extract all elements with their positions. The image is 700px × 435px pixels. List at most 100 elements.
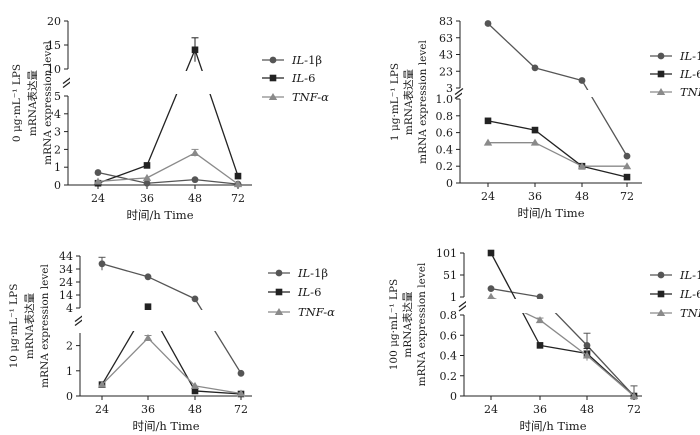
y-tick-label: 0.8: [436, 110, 454, 123]
data-point: [143, 179, 151, 187]
axis-break-mark: [62, 80, 72, 89]
x-tick-label: 48: [188, 403, 202, 416]
legend-label-2: IL-6: [291, 71, 315, 85]
data-point: [531, 126, 539, 134]
y-tick-label: 0: [450, 390, 457, 403]
data-point: [190, 148, 200, 156]
series-line-segment: [539, 344, 588, 355]
series-line-segment: [586, 344, 635, 397]
axis-break-gap: [70, 71, 254, 94]
y-tick-label: 20: [47, 15, 61, 28]
data-point: [237, 369, 245, 377]
data-point: [535, 316, 545, 324]
legend-label-1: IL-1β: [291, 53, 322, 67]
y-tick-label: 0.6: [436, 127, 454, 140]
y-tick-label: 51: [443, 269, 457, 282]
legend-marker-square: [269, 74, 277, 82]
axis-break-gap: [462, 90, 644, 97]
x-tick-label: 36: [528, 190, 542, 203]
data-point: [583, 341, 591, 349]
y-tick-label: 0.4: [436, 143, 454, 156]
data-point: [582, 351, 592, 359]
legend: IL-1β IL-6 TNF-α: [650, 268, 700, 320]
series-IL-6: [94, 37, 242, 187]
series-IL-6: [487, 249, 638, 400]
y-tick-label: 1.0: [436, 93, 454, 106]
legend-label-1: IL-1β: [679, 49, 700, 63]
y-axis-title-line-2: mRNA表达量: [402, 68, 415, 135]
legend-label-1: IL-1β: [297, 266, 328, 280]
series-TNF-α: [483, 138, 632, 170]
legend-marker-circle: [657, 271, 665, 279]
x-axis-title: 时间/h Time: [520, 419, 587, 433]
series-line-segment: [194, 49, 239, 177]
axis-break-mark: [454, 87, 464, 96]
y-tick-label: 23: [439, 65, 453, 78]
legend: IL-1β IL-6 TNF-α: [268, 266, 335, 319]
data-point: [536, 293, 544, 301]
x-tick-label: 24: [484, 403, 498, 416]
x-tick-label: 72: [234, 403, 248, 416]
legend: IL-1β IL-6 TNF-α: [262, 53, 329, 104]
series-line-segment: [534, 142, 583, 167]
y-tick-label: 5: [54, 90, 61, 103]
x-tick-label: 24: [481, 190, 495, 203]
axis-break-mark: [458, 300, 468, 308]
data-point: [191, 46, 199, 54]
x-tick-label: 72: [231, 192, 245, 205]
data-point: [191, 176, 199, 184]
y-axis-title-line-3: mRNA expression level: [39, 264, 51, 388]
y-tick-label: 44: [59, 250, 73, 263]
axis-break-mark: [458, 304, 468, 312]
y-tick-label: 2: [54, 143, 61, 156]
y-tick-label: 101: [436, 247, 457, 260]
data-point: [236, 389, 246, 397]
data-point: [142, 173, 152, 181]
legend-label-3: TNF-α: [680, 85, 700, 99]
series-line-segment: [487, 120, 536, 131]
x-tick-label: 36: [533, 403, 547, 416]
data-point: [484, 117, 492, 125]
data-point: [577, 162, 587, 170]
y-tick-label: 1: [66, 365, 73, 378]
series-line-segment: [194, 179, 239, 185]
y-tick-label: 4: [66, 302, 73, 315]
y-axis-title-line-1: 0 μg·mL⁻¹ LPS: [11, 64, 23, 142]
y-axis-title-line-1: 10 μg·mL⁻¹ LPS: [8, 284, 20, 369]
data-point: [531, 64, 539, 72]
y-tick-label: 1: [450, 291, 457, 304]
series-line-segment: [146, 179, 196, 184]
data-point: [191, 295, 199, 303]
y-axis-title-line-2: mRNA表达量: [23, 292, 36, 359]
data-point: [530, 138, 540, 146]
data-point: [233, 180, 243, 188]
y-axis-title-line-2: mRNA表达量: [401, 291, 414, 358]
series-line-segment: [581, 165, 628, 178]
series-IL-1β: [484, 20, 631, 160]
x-axis-title: 时间/h Time: [518, 206, 585, 220]
data-point: [483, 138, 493, 146]
y-tick-label: 0: [54, 179, 61, 192]
data-point: [487, 249, 495, 257]
series-line-segment: [146, 152, 196, 179]
data-point: [144, 273, 152, 281]
series-line-segment: [194, 152, 239, 185]
y-tick-label: 43: [439, 49, 453, 62]
data-point: [143, 162, 151, 169]
x-tick-label: 24: [91, 192, 105, 205]
y-tick-label: 0.2: [440, 370, 458, 383]
legend-label-3: TNF-α: [292, 90, 329, 104]
legend-label-3: TNF-α: [680, 306, 700, 320]
series-line-segment: [97, 171, 148, 184]
legend-label-2: IL-6: [679, 287, 700, 301]
y-tick-label: 24: [59, 276, 73, 289]
legend-marker-triangle: [268, 93, 278, 100]
y-tick-label: 0: [446, 177, 453, 190]
data-point: [578, 77, 586, 84]
legend-marker-circle: [269, 56, 277, 64]
legend-marker-triangle: [656, 309, 666, 316]
legend-marker-triangle: [656, 88, 666, 95]
series-line-segment: [490, 287, 541, 298]
legend-label-1: IL-1β: [679, 268, 700, 282]
